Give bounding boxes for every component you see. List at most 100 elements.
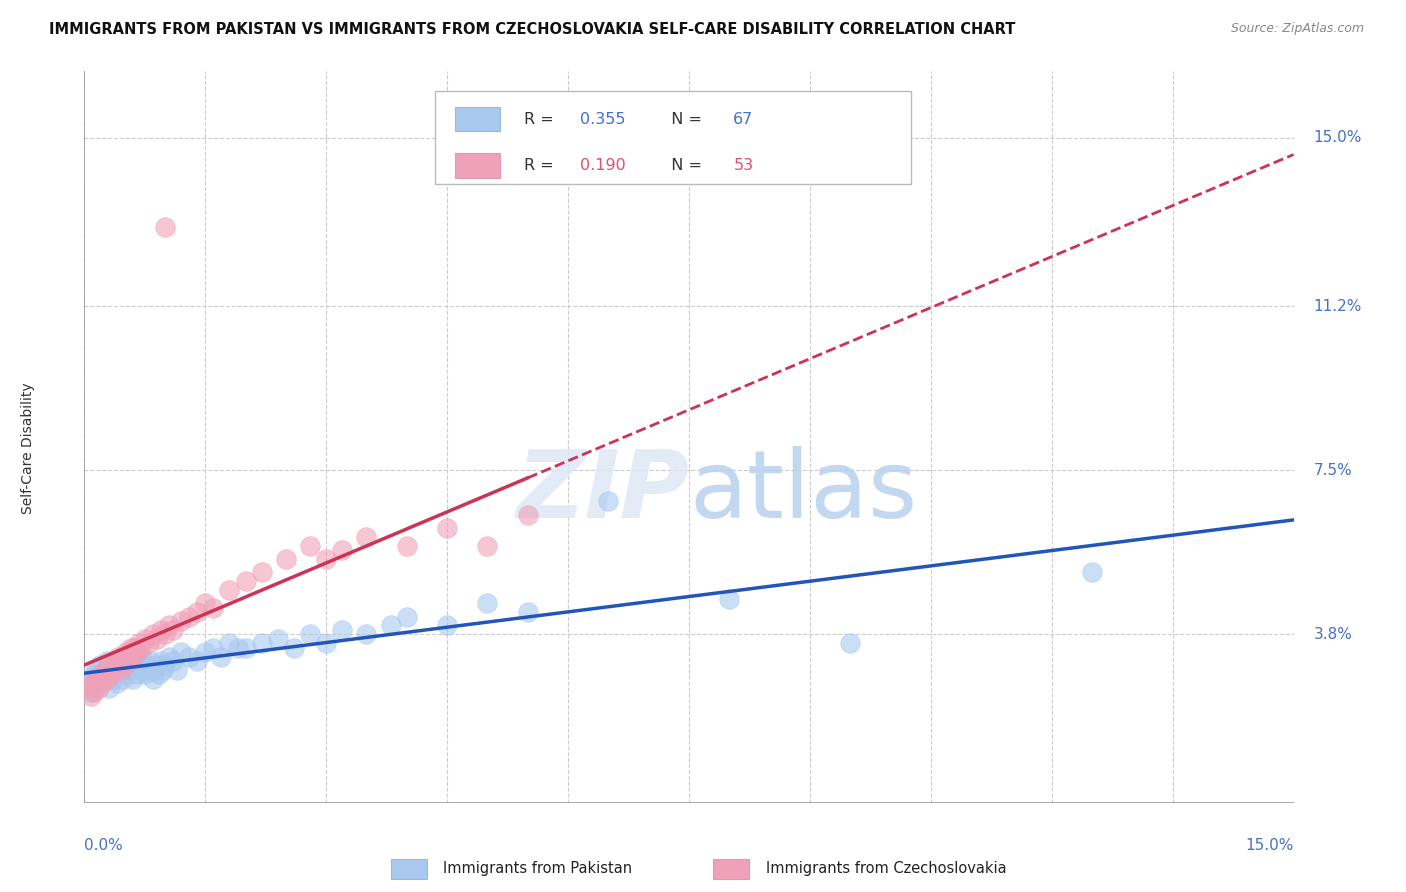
Point — [218, 582, 240, 597]
Point — [104, 654, 127, 668]
Point — [129, 640, 152, 655]
Text: 3.8%: 3.8% — [1313, 627, 1353, 642]
Point — [110, 663, 132, 677]
Point — [112, 672, 135, 686]
Point — [166, 663, 188, 677]
Point — [170, 614, 193, 628]
Text: IMMIGRANTS FROM PAKISTAN VS IMMIGRANTS FROM CZECHOSLOVAKIA SELF-CARE DISABILITY : IMMIGRANTS FROM PAKISTAN VS IMMIGRANTS F… — [49, 22, 1015, 37]
Point — [86, 672, 108, 686]
Point — [598, 494, 620, 508]
Point — [138, 636, 160, 650]
Point — [98, 663, 121, 677]
Point — [80, 685, 103, 699]
Point — [128, 654, 150, 668]
Point — [121, 672, 143, 686]
Point — [226, 640, 249, 655]
Point — [107, 649, 129, 664]
Bar — [456, 107, 499, 131]
Bar — [713, 859, 749, 879]
Point — [114, 658, 136, 673]
Text: 11.2%: 11.2% — [1313, 299, 1362, 314]
Point — [157, 618, 180, 632]
Text: atlas: atlas — [689, 447, 917, 539]
Text: Self-Care Disability: Self-Care Disability — [21, 383, 35, 514]
Point — [115, 667, 138, 681]
Point — [83, 667, 105, 681]
Text: 53: 53 — [734, 158, 754, 173]
Point — [118, 654, 141, 668]
Point — [153, 658, 176, 673]
Point — [170, 645, 193, 659]
Point — [202, 640, 225, 655]
Point — [162, 654, 184, 668]
Text: N =: N = — [661, 112, 707, 127]
Point — [477, 596, 499, 610]
Point — [315, 636, 337, 650]
Point — [125, 645, 148, 659]
Point — [124, 640, 146, 655]
Point — [96, 654, 118, 668]
Point — [97, 681, 120, 695]
Point — [138, 663, 160, 677]
Text: N =: N = — [661, 158, 707, 173]
Text: ZIP: ZIP — [516, 447, 689, 539]
Point — [87, 681, 110, 695]
Point — [250, 636, 273, 650]
Point — [330, 543, 353, 558]
Point — [146, 658, 169, 673]
Point — [82, 681, 104, 695]
Point — [101, 672, 124, 686]
Point — [152, 663, 174, 677]
Point — [194, 645, 217, 659]
Point — [1081, 566, 1104, 580]
Point — [110, 663, 132, 677]
Point — [118, 663, 141, 677]
Text: 7.5%: 7.5% — [1313, 463, 1353, 478]
Point — [235, 640, 257, 655]
Point — [235, 574, 257, 589]
Text: Source: ZipAtlas.com: Source: ZipAtlas.com — [1230, 22, 1364, 36]
Point — [97, 658, 120, 673]
Text: 15.0%: 15.0% — [1246, 838, 1294, 854]
Point — [153, 219, 176, 234]
Point — [274, 552, 297, 566]
Point — [80, 690, 103, 704]
FancyBboxPatch shape — [434, 91, 911, 185]
Point — [299, 539, 322, 553]
Point — [436, 521, 458, 535]
Point — [516, 508, 538, 522]
Text: 15.0%: 15.0% — [1313, 130, 1362, 145]
Point — [82, 676, 104, 690]
Point — [129, 663, 152, 677]
Point — [105, 658, 128, 673]
Point — [218, 636, 240, 650]
Point — [250, 566, 273, 580]
Point — [128, 636, 150, 650]
Bar — [391, 859, 427, 879]
Point — [839, 636, 862, 650]
Point — [125, 667, 148, 681]
Point — [516, 605, 538, 619]
Point — [134, 632, 156, 646]
Text: R =: R = — [523, 158, 558, 173]
Point — [380, 618, 402, 632]
Point — [121, 649, 143, 664]
Point — [100, 667, 122, 681]
Point — [131, 649, 153, 664]
Text: 67: 67 — [734, 112, 754, 127]
Point — [91, 672, 114, 686]
Text: 0.0%: 0.0% — [84, 838, 124, 854]
Point — [356, 627, 378, 641]
Point — [186, 654, 208, 668]
Point — [93, 667, 115, 681]
Point — [89, 667, 111, 681]
Point — [104, 658, 127, 673]
Point — [101, 663, 124, 677]
Point — [267, 632, 290, 646]
Text: R =: R = — [523, 112, 558, 127]
Point — [83, 685, 105, 699]
Point — [179, 649, 201, 664]
Point — [143, 663, 166, 677]
Point — [299, 627, 322, 641]
Point — [142, 672, 165, 686]
